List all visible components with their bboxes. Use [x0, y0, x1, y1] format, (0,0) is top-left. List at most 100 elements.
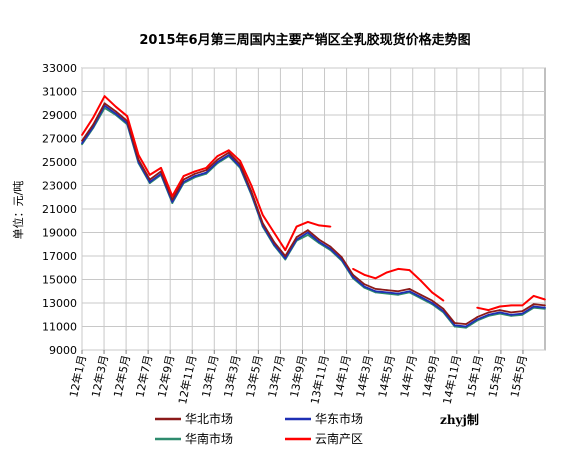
data-point: [103, 102, 106, 105]
data-point: [194, 172, 196, 175]
y-tick-label: 23000: [42, 180, 77, 193]
y-tick-label: 15000: [42, 274, 77, 287]
data-point: [307, 229, 309, 232]
y-tick-label: 11000: [42, 321, 77, 334]
data-point: [532, 295, 535, 297]
data-point: [363, 283, 366, 286]
data-point: [408, 288, 411, 290]
data-point: [307, 221, 309, 223]
data-point: [352, 268, 354, 270]
data-point: [408, 290, 411, 293]
credit-text: zhyj制: [440, 412, 479, 427]
data-point: [148, 178, 151, 181]
x-tick-label: 13年1月: [199, 354, 222, 399]
x-tick-label: 13年9月: [287, 354, 310, 399]
x-tick-label: 12年9月: [154, 354, 177, 399]
legend-label: 华南市场: [185, 431, 233, 446]
data-point: [81, 142, 83, 145]
x-tick-label: 15年1月: [463, 354, 486, 399]
y-tick-label: 21000: [42, 203, 77, 216]
data-point: [352, 276, 354, 278]
data-point: [419, 279, 422, 282]
data-point: [103, 95, 106, 98]
y-tick-label: 27000: [42, 133, 77, 146]
x-tick-label: 13年5月: [243, 354, 266, 399]
data-point: [307, 234, 309, 236]
data-point: [431, 291, 433, 294]
data-point: [431, 299, 433, 302]
data-point: [397, 292, 400, 295]
data-point: [318, 224, 320, 227]
data-point: [453, 324, 456, 327]
data-point: [284, 255, 287, 257]
data-point: [386, 289, 388, 291]
data-point: [521, 312, 524, 315]
series-line-3: [81, 107, 546, 329]
data-point: [544, 298, 546, 301]
x-tick-label: 12年3月: [88, 354, 111, 399]
data-point: [487, 309, 490, 311]
data-point: [205, 167, 208, 169]
data-point: [171, 195, 174, 198]
data-point: [115, 110, 117, 113]
legend-label: 云南产区: [315, 431, 363, 446]
data-point: [510, 313, 512, 316]
data-point: [419, 296, 422, 298]
data-point: [273, 231, 275, 234]
data-point: [363, 285, 366, 288]
data-point: [363, 273, 366, 276]
data-point: [340, 256, 343, 259]
data-point: [453, 322, 456, 324]
data-point: [115, 105, 117, 108]
data-point: [182, 175, 185, 178]
data-point: [352, 273, 354, 276]
series-line-4: [81, 95, 546, 312]
data-point: [137, 158, 140, 161]
data-point: [318, 238, 320, 241]
y-tick-label: 9000: [49, 344, 77, 357]
y-tick-label: 31000: [42, 86, 77, 99]
data-point: [81, 139, 83, 142]
y-tick-label: 29000: [42, 109, 77, 122]
data-point: [442, 308, 445, 310]
x-tick-label: 14年11月: [440, 354, 464, 406]
data-point: [329, 248, 332, 250]
data-point: [205, 171, 208, 174]
data-point: [227, 149, 230, 152]
data-point: [81, 134, 83, 136]
data-point: [374, 290, 377, 293]
data-point: [408, 269, 411, 271]
data-point: [329, 225, 332, 228]
data-point: [465, 323, 467, 325]
data-point: [261, 214, 264, 216]
data-point: [216, 158, 219, 161]
x-tick-label: 12年5月: [110, 354, 133, 399]
x-tick-label: 12年11月: [175, 354, 199, 406]
x-tick-label: 12年7月: [132, 354, 155, 399]
data-point: [171, 198, 174, 201]
data-point: [510, 311, 512, 314]
legend-label: 华北市场: [185, 411, 233, 426]
data-point: [431, 302, 433, 304]
x-tick-label: 14年3月: [353, 354, 376, 399]
data-point: [194, 170, 196, 173]
data-point: [92, 123, 95, 126]
y-axis-label: 单位：元/吨: [11, 181, 25, 240]
data-point: [239, 159, 242, 162]
data-point: [137, 154, 140, 156]
data-point: [498, 305, 501, 308]
data-point: [487, 311, 490, 314]
data-point: [476, 318, 479, 321]
data-point: [498, 309, 501, 311]
data-point: [386, 291, 388, 294]
data-point: [374, 277, 377, 280]
data-point: [329, 245, 332, 248]
data-point: [295, 225, 298, 228]
data-point: [284, 249, 287, 252]
data-point: [476, 306, 479, 309]
y-tick-label: 25000: [42, 156, 77, 169]
data-point: [544, 304, 546, 307]
series-line-2: [81, 104, 546, 328]
data-point: [532, 303, 535, 306]
